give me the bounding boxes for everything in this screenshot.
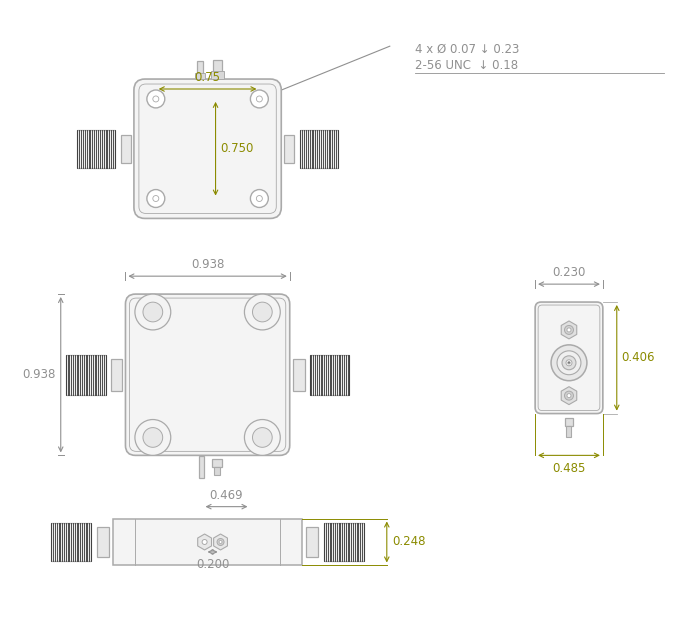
Text: 0.200: 0.200: [196, 558, 229, 571]
Circle shape: [202, 539, 207, 544]
Bar: [213, 60, 222, 74]
FancyBboxPatch shape: [125, 294, 290, 455]
Bar: [199, 457, 204, 479]
Circle shape: [566, 360, 572, 365]
Circle shape: [143, 428, 163, 447]
Circle shape: [147, 90, 165, 108]
Text: 4 x Ø 0.07 ↓ 0.23: 4 x Ø 0.07 ↓ 0.23: [415, 43, 519, 56]
Circle shape: [568, 362, 570, 364]
Polygon shape: [561, 321, 577, 339]
Circle shape: [153, 195, 159, 202]
Circle shape: [551, 345, 587, 381]
Bar: [51, 523, 91, 561]
Circle shape: [562, 356, 576, 370]
Bar: [77, 130, 115, 168]
Polygon shape: [213, 534, 227, 550]
Circle shape: [256, 195, 263, 202]
Circle shape: [244, 420, 280, 455]
Circle shape: [135, 294, 170, 330]
Bar: [65, 355, 106, 394]
Bar: [113, 519, 302, 565]
Circle shape: [147, 190, 165, 207]
Bar: [121, 135, 131, 163]
Bar: [196, 61, 203, 79]
Circle shape: [219, 541, 222, 543]
Circle shape: [567, 394, 571, 398]
Text: 0.938: 0.938: [23, 368, 56, 381]
Text: 0.485: 0.485: [552, 462, 586, 475]
Bar: [284, 135, 294, 163]
Text: 0.750: 0.750: [220, 142, 254, 155]
Bar: [567, 426, 572, 438]
Bar: [300, 130, 338, 168]
Text: 0.938: 0.938: [191, 258, 224, 271]
Bar: [324, 523, 364, 561]
Bar: [213, 467, 220, 475]
Bar: [97, 527, 109, 557]
Bar: [293, 359, 305, 391]
Circle shape: [217, 538, 224, 546]
Circle shape: [143, 302, 163, 322]
Bar: [211, 71, 224, 79]
Circle shape: [252, 302, 272, 322]
Circle shape: [565, 325, 574, 334]
Circle shape: [567, 328, 571, 332]
Circle shape: [153, 96, 159, 102]
Circle shape: [252, 428, 272, 447]
Bar: [194, 73, 205, 79]
Bar: [110, 359, 123, 391]
Text: 0.406: 0.406: [621, 351, 654, 364]
Text: 0.248: 0.248: [391, 536, 426, 548]
Text: 0.230: 0.230: [552, 266, 586, 279]
Circle shape: [256, 96, 263, 102]
Text: 2-56 UNC  ↓ 0.18: 2-56 UNC ↓ 0.18: [415, 58, 518, 72]
Bar: [306, 527, 318, 557]
Circle shape: [135, 420, 170, 455]
Circle shape: [244, 294, 280, 330]
Text: 0.75: 0.75: [194, 71, 220, 84]
Circle shape: [565, 391, 574, 400]
Bar: [565, 418, 573, 426]
Circle shape: [250, 90, 268, 108]
Bar: [310, 355, 349, 394]
Circle shape: [557, 351, 581, 375]
Text: 0.469: 0.469: [209, 489, 243, 502]
FancyBboxPatch shape: [535, 302, 603, 414]
Polygon shape: [561, 387, 577, 404]
Circle shape: [250, 190, 268, 207]
FancyBboxPatch shape: [134, 79, 281, 219]
Polygon shape: [198, 534, 211, 550]
Bar: [211, 459, 222, 467]
